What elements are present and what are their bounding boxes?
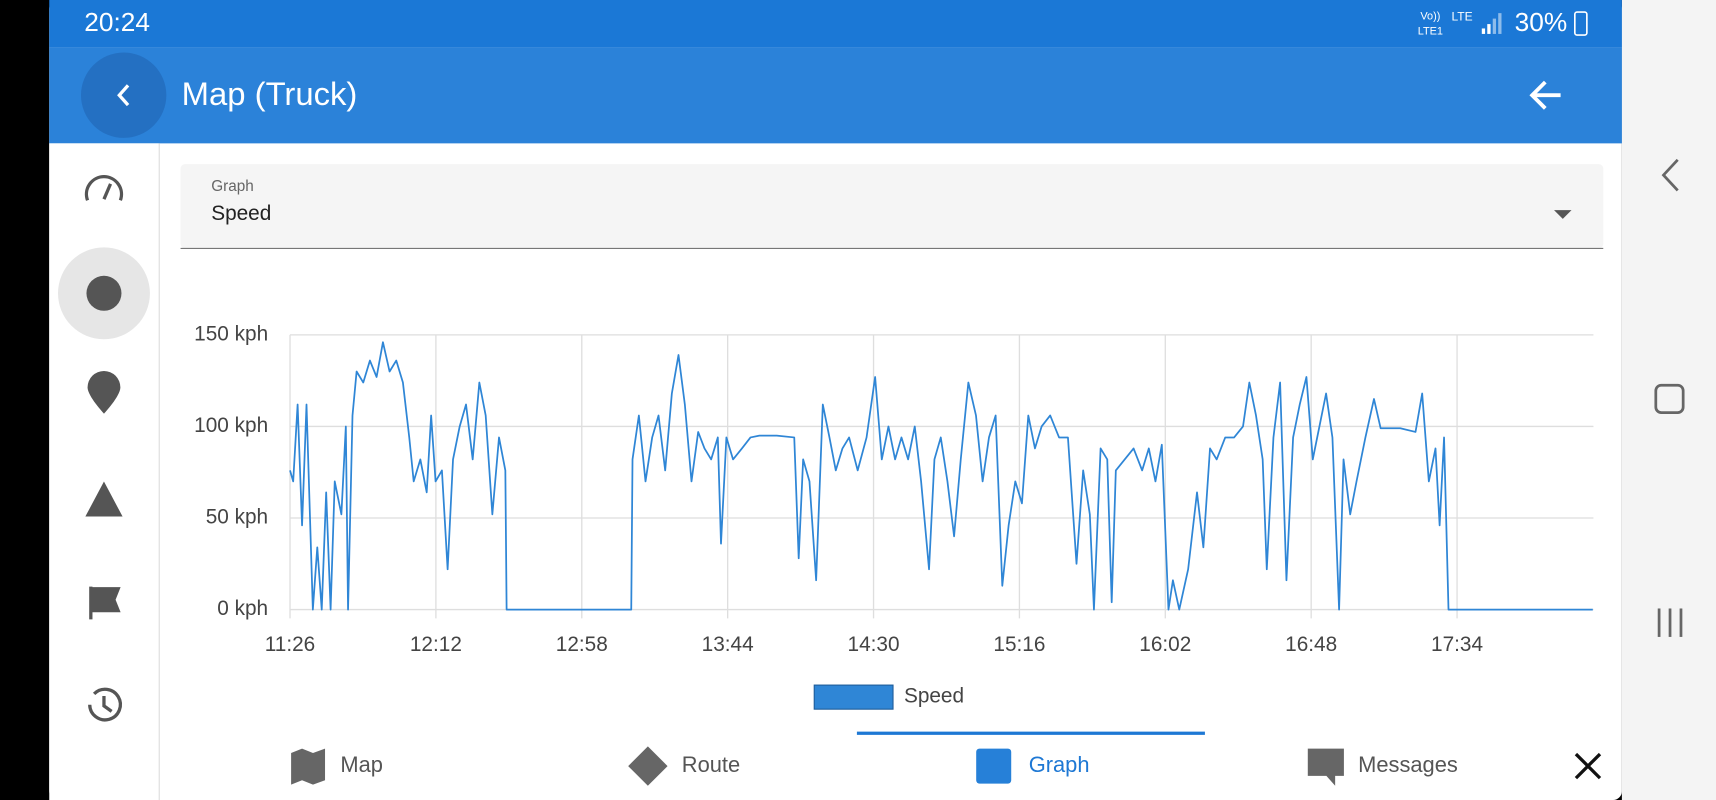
route-icon[interactable] <box>628 746 668 786</box>
x-tick-label: 13:44 <box>702 633 754 656</box>
legend-swatch <box>813 684 894 710</box>
speed-line <box>289 341 1593 611</box>
x-tick-label: 14:30 <box>848 633 900 656</box>
dropdown[interactable] <box>180 164 1604 249</box>
nav-recents[interactable] <box>1657 608 1683 637</box>
status-battery: 30% <box>1515 7 1568 37</box>
dropdown-value: Speed <box>211 202 271 225</box>
nav-home[interactable] <box>1654 383 1685 414</box>
signal-icon <box>1481 13 1502 34</box>
map-icon[interactable] <box>291 748 326 785</box>
flag-icon[interactable] <box>89 586 121 620</box>
tab-bar: Map Route Graph Messages <box>340 752 1458 777</box>
battery-icon <box>1574 11 1588 36</box>
tab-label[interactable]: Messages <box>1358 752 1458 777</box>
legend-label: Speed <box>904 685 964 708</box>
status-bar <box>49 0 1622 48</box>
pin-icon[interactable] <box>87 370 121 414</box>
warning-icon[interactable] <box>85 481 123 517</box>
dropdown-arrow <box>1554 210 1572 219</box>
tab-label[interactable]: Graph <box>1029 752 1090 777</box>
x-tick-label: 16:02 <box>1139 633 1191 656</box>
globe-icon <box>86 275 122 311</box>
history-icon[interactable] <box>88 687 123 722</box>
close-button[interactable] <box>1574 752 1602 780</box>
speed-icon[interactable] <box>84 175 124 201</box>
x-tick-label: 12:12 <box>410 633 462 656</box>
chevron-icon <box>117 84 130 107</box>
status-time: 20:24 <box>84 7 150 37</box>
back-button[interactable] <box>1529 80 1561 110</box>
app-title: Map (Truck) <box>182 75 358 112</box>
x-tick-label: 12:58 <box>556 633 608 656</box>
x-tick-label: 17:34 <box>1431 633 1483 656</box>
x-tick-label: 11:26 <box>265 633 315 656</box>
x-tick-label: 16:48 <box>1285 633 1337 656</box>
graph-icon[interactable] <box>976 748 1012 784</box>
app-bar <box>49 47 1622 144</box>
y-tick-label: 100 kph <box>194 414 268 437</box>
tab-label[interactable]: Route <box>682 752 740 777</box>
y-tick-label: 50 kph <box>206 505 268 528</box>
messages-icon[interactable] <box>1307 748 1344 786</box>
tab-label[interactable]: Map <box>340 752 383 777</box>
chart: 0 kph 50 kph 100 kph 150 kph 11:26 12:12 12:58… <box>194 322 1594 710</box>
menu-button[interactable] <box>80 52 167 138</box>
status-net: LTE <box>1452 10 1473 24</box>
status-net: Vo)) <box>1420 10 1440 22</box>
x-tick-label: 15:16 <box>993 633 1045 656</box>
system-nav <box>1621 0 1716 800</box>
y-tick-label: 150 kph <box>194 322 268 345</box>
nav-back[interactable] <box>1661 158 1679 192</box>
y-tick-label: 0 kph <box>217 597 268 620</box>
status-net: LTE1 <box>1418 26 1443 38</box>
dropdown-label: Graph <box>211 178 254 195</box>
